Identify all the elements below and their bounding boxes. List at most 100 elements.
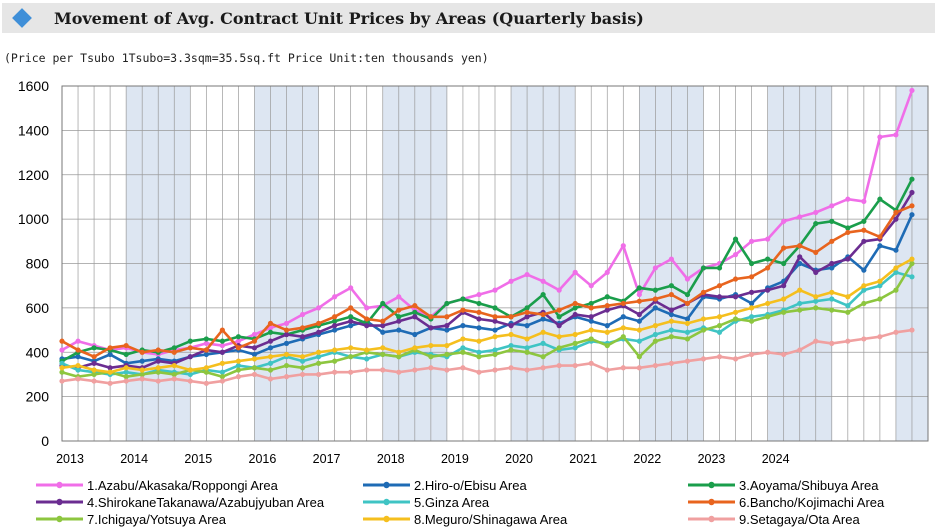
x-tick-label: 2022 — [633, 452, 661, 466]
series-point-1 — [765, 236, 771, 242]
series-point-7 — [620, 334, 626, 340]
legend-label: 4.ShirokaneTakanawa/Azabujyuban Area — [87, 495, 325, 510]
series-point-4 — [765, 287, 771, 293]
series-point-8 — [588, 327, 594, 333]
series-point-2 — [524, 323, 530, 329]
series-point-4 — [364, 323, 370, 329]
series-point-7 — [861, 300, 867, 307]
series-point-2 — [861, 267, 867, 273]
series-point-3 — [444, 300, 450, 307]
series-point-8 — [877, 278, 883, 284]
series-point-3 — [412, 309, 418, 315]
series-point-6 — [75, 347, 81, 353]
legend-label: 8.Meguro/Shinagawa Area — [414, 512, 568, 527]
series-point-8 — [732, 309, 739, 315]
series-point-5 — [235, 362, 242, 369]
series-point-7 — [219, 374, 225, 380]
series-point-2 — [636, 318, 642, 324]
legend-swatch-marker — [56, 498, 63, 506]
x-tick-label: 2013 — [56, 452, 84, 466]
series-point-3 — [716, 265, 723, 271]
series-point-1 — [636, 291, 642, 298]
series-point-2 — [684, 316, 691, 322]
series-point-8 — [315, 349, 322, 355]
series-point-7 — [315, 360, 322, 366]
legend-swatch-marker — [383, 498, 390, 506]
x-tick-label: 2015 — [184, 452, 212, 466]
series-point-9 — [123, 378, 129, 384]
series-point-7 — [171, 371, 177, 378]
series-point-8 — [187, 367, 193, 373]
chart-subtitle: (Price per Tsubo 1Tsubo=3.3sqm=35.5sq.ft… — [4, 51, 489, 65]
series-point-4 — [588, 314, 594, 320]
series-point-3 — [219, 338, 225, 344]
series-point-7 — [781, 309, 787, 315]
series-point-9 — [396, 369, 402, 375]
series-point-9 — [444, 367, 450, 373]
series-point-3 — [861, 218, 867, 224]
series-point-2 — [267, 345, 274, 351]
series-point-1 — [588, 283, 594, 289]
series-point-6 — [267, 320, 274, 327]
series-point-8 — [829, 289, 835, 295]
series-point-4 — [332, 323, 338, 329]
x-tick-label: 2017 — [313, 452, 341, 466]
series-point-5 — [187, 371, 193, 378]
series-point-6 — [171, 349, 177, 355]
series-point-2 — [492, 327, 498, 333]
series-point-7 — [492, 351, 498, 358]
series-point-7 — [428, 354, 434, 360]
series-point-3 — [732, 236, 739, 242]
series-point-2 — [444, 327, 450, 333]
series-point-5 — [636, 338, 642, 344]
series-point-7 — [332, 358, 338, 364]
series-point-1 — [283, 320, 290, 327]
series-point-3 — [540, 291, 546, 298]
series-point-6 — [684, 300, 691, 307]
series-point-2 — [139, 358, 145, 364]
series-point-7 — [732, 316, 739, 322]
series-point-4 — [444, 323, 450, 329]
series-point-2 — [588, 318, 594, 324]
series-point-5 — [460, 345, 466, 351]
series-point-7 — [251, 365, 258, 371]
series-point-3 — [668, 283, 675, 289]
series-point-3 — [348, 314, 354, 320]
series-point-6 — [716, 283, 723, 289]
series-point-6 — [604, 303, 610, 309]
series-point-6 — [412, 303, 418, 309]
series-point-1 — [364, 305, 370, 311]
series-point-7 — [556, 345, 562, 351]
series-point-8 — [765, 300, 771, 307]
series-point-2 — [412, 331, 418, 338]
series-point-7 — [909, 260, 915, 267]
series-point-6 — [845, 229, 851, 236]
series-point-5 — [684, 329, 691, 335]
series-point-2 — [75, 354, 81, 360]
series-point-9 — [59, 378, 65, 384]
series-point-4 — [668, 307, 675, 313]
series-point-9 — [460, 365, 466, 371]
series-point-8 — [813, 294, 819, 300]
series-point-5 — [877, 283, 883, 289]
series-point-5 — [748, 314, 755, 320]
series-point-3 — [91, 345, 97, 351]
series-point-7 — [604, 342, 610, 349]
series-line-7 — [61, 262, 914, 379]
series-point-8 — [380, 345, 386, 351]
series-point-6 — [588, 305, 594, 311]
series-point-6 — [123, 342, 129, 349]
series-point-8 — [75, 362, 81, 369]
diamond-icon — [12, 8, 32, 28]
series-point-1 — [893, 132, 899, 138]
legend-swatch-marker — [383, 481, 390, 489]
series-point-1 — [556, 287, 562, 293]
series-point-1 — [348, 285, 354, 291]
y-tick-label: 1400 — [18, 122, 49, 138]
series-point-9 — [829, 340, 835, 346]
series-point-6 — [797, 243, 803, 249]
series-point-5 — [75, 367, 81, 373]
series-point-1 — [861, 198, 867, 204]
series-point-6 — [396, 307, 402, 313]
series-point-5 — [861, 287, 867, 293]
